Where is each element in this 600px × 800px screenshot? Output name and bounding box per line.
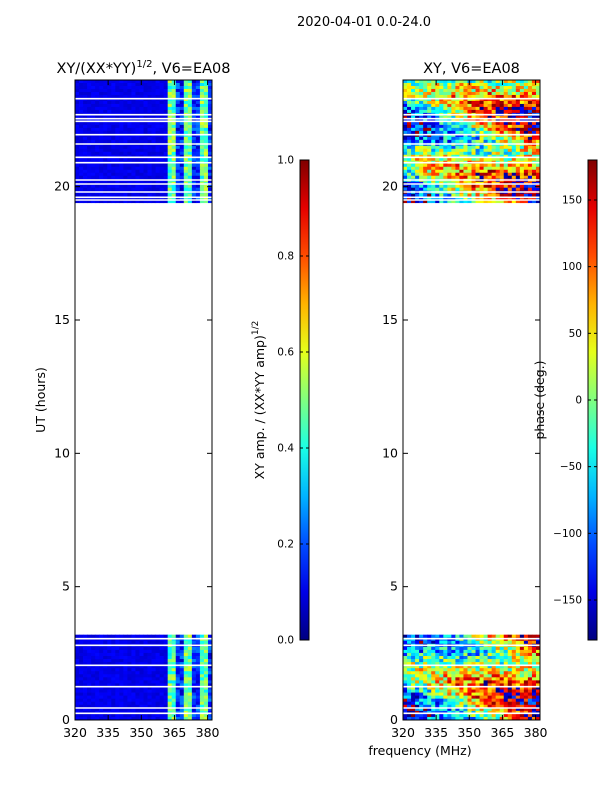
heatmap-cells [75,80,213,721]
x-tick-label: 320 [391,725,415,740]
colorbar-tick-label: 0.0 [277,635,294,647]
x-tick-label: 335 [424,725,448,740]
y-axis-label: UT (hours) [33,367,48,433]
colorbar-tick-label: 50 [569,328,582,340]
colorbar-tick-label: 1.0 [277,155,294,167]
x-tick-label: 350 [457,725,481,740]
x-tick-label: 365 [491,725,515,740]
colorbar-label: XY amp. / (XX*YY amp)1/2 [251,321,267,480]
colorbar-tick-label: −150 [553,595,582,607]
y-tick-label: 15 [54,312,70,327]
colorbar-tick-label: 0.4 [277,443,294,455]
axes-frame [74,79,213,721]
chart-panel-1: 320 335 350 365 380 0 5 10 15 20 XY/(XX*YY)1/2, V6… [33,59,310,740]
y-tick-label: 0 [390,712,398,727]
x-tick-label: 380 [524,725,548,740]
y-tick-label: 20 [54,179,70,194]
x-tick-label: 320 [63,725,87,740]
y-tick-label: 5 [390,579,398,594]
colorbar-tick-label: 0.2 [277,539,294,551]
colorbar-tick-label: −50 [560,461,582,473]
colorbar [299,159,310,641]
y-tick-label: 20 [382,179,398,194]
y-tick-label: 10 [54,445,70,460]
figure-suptitle: 2020-04-01 0.0-24.0 [297,15,431,30]
panel-title: XY, V6=EA08 [423,61,520,77]
heatmap-cells [403,80,541,721]
colorbar-tick-label: 100 [562,261,582,273]
y-tick-label: 10 [382,445,398,460]
chart-panel-2: 320 335 350 365 380 0 5 10 15 20 XY, V6=EA08 −150 −1… [382,61,598,740]
x-tick-label: 335 [96,725,120,740]
axes-frame [402,79,541,721]
colorbar-tick-label: 150 [562,195,582,207]
colorbar-tick-label: 0.6 [277,347,294,359]
panel-title: XY/(XX*YY)1/2, V6=EA08 [57,59,231,77]
x-tick-label: 350 [129,725,153,740]
colorbar-label: phase (deg.) [532,361,547,440]
x-tick-label: 365 [163,725,187,740]
y-tick-label: 15 [382,312,398,327]
colorbar-tick-label: 0.8 [277,251,294,263]
colorbar-tick-label: −100 [553,528,582,540]
colorbar-tick-label: 0 [575,395,582,407]
y-tick-label: 0 [62,712,70,727]
y-tick-label: 5 [62,579,70,594]
shared-x-axis-label: frequency (MHz) [368,743,471,758]
x-tick-label: 380 [196,725,220,740]
